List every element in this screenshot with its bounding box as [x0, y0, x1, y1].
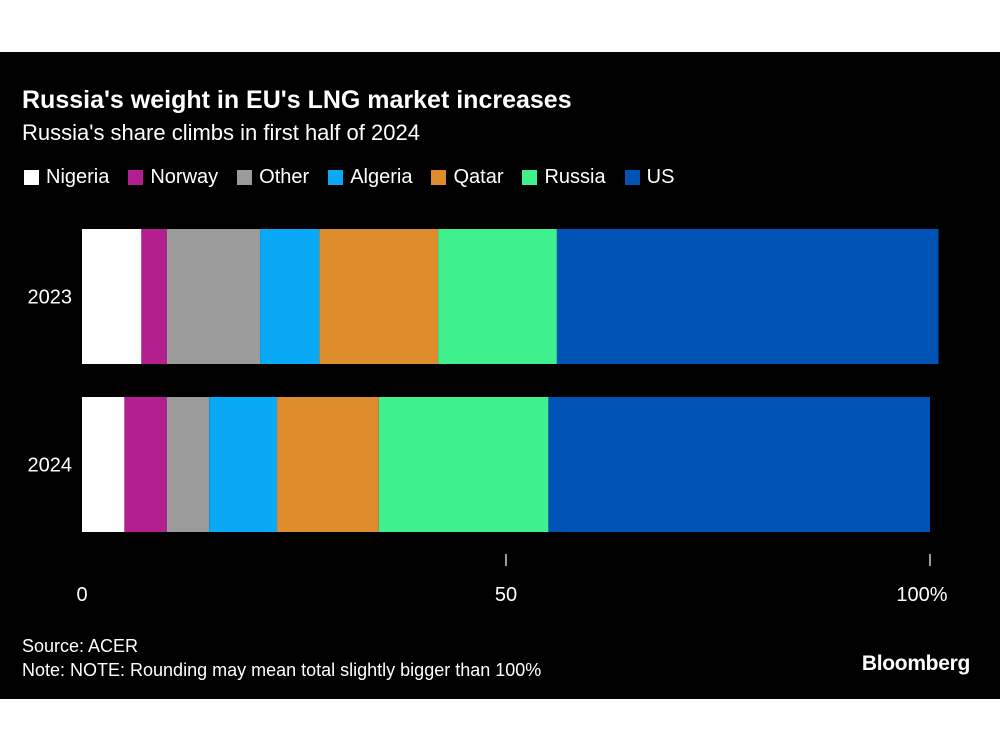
- bar-2024-other: [166, 397, 210, 532]
- legend-label: Other: [259, 166, 310, 188]
- legend-label: Nigeria: [46, 166, 110, 188]
- legend-label: Russia: [544, 166, 606, 188]
- x-tick-label: 100%: [896, 584, 947, 606]
- bar-2024-qatar: [277, 397, 379, 532]
- legend-swatch: [24, 170, 39, 185]
- bar-2024-nigeria: [82, 397, 125, 532]
- legend-item-russia: Russia: [522, 166, 606, 189]
- bar-2023-norway: [141, 229, 167, 364]
- legend-label: US: [646, 166, 675, 188]
- bar-2024-russia: [378, 397, 549, 532]
- legend-label: Algeria: [350, 166, 413, 188]
- legend-swatch: [522, 170, 538, 185]
- note-text: Note: NOTE: Rounding may mean total slig…: [22, 660, 542, 680]
- chart-panel: Russia's weight in EU's LNG market incre…: [0, 52, 1000, 699]
- stacked-bar-chart: 2023 2024 0 50 100%: [28, 229, 948, 606]
- bar-2023-russia: [438, 229, 557, 364]
- bloomberg-logo: Bloomberg: [861, 652, 970, 675]
- x-tick-label: 50: [495, 584, 517, 606]
- category-label: 2024: [28, 455, 73, 477]
- bar-2023-other: [166, 229, 261, 364]
- legend-item-norway: Norway: [128, 166, 218, 189]
- legend-swatch: [328, 170, 344, 185]
- legend-item-qatar: Qatar: [431, 166, 503, 189]
- legend-item-algeria: Algeria: [328, 166, 412, 189]
- legend-label: Qatar: [453, 166, 504, 188]
- legend-swatch: [237, 170, 253, 185]
- x-tick-label: 0: [76, 584, 87, 606]
- legend-swatch: [624, 170, 640, 185]
- category-label: 2023: [28, 287, 73, 309]
- legend-item-us: US: [624, 166, 675, 189]
- bar-2023-nigeria: [82, 229, 142, 364]
- bar-2023-us: [556, 229, 939, 364]
- legend-item-other: Other: [237, 166, 309, 189]
- bar-2024-us: [548, 397, 930, 532]
- bar-2023-qatar: [319, 229, 439, 364]
- chart-legend: Nigeria Norway Other Algeria Qatar Russia US: [24, 166, 693, 189]
- bar-2024-norway: [124, 397, 167, 532]
- chart-title: Russia's weight in EU's LNG market incre…: [22, 86, 572, 114]
- chart-subtitle: Russia's share climbs in first half of 2…: [22, 120, 420, 145]
- bar-2023-algeria: [260, 229, 320, 364]
- legend-swatch: [128, 170, 144, 185]
- bar-2024-algeria: [209, 397, 278, 532]
- legend-swatch: [431, 170, 447, 185]
- chart-footer: Source: ACER Note: NOTE: Rounding may me…: [22, 634, 541, 682]
- legend-item-nigeria: Nigeria: [24, 166, 109, 189]
- legend-label: Norway: [150, 166, 219, 188]
- source-text: Source: ACER: [22, 636, 139, 656]
